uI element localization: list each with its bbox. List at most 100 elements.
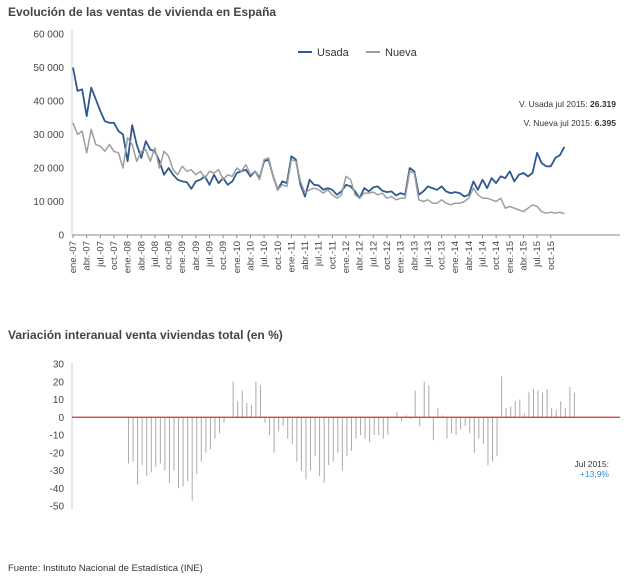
x-tick-label: abr.-07 bbox=[82, 241, 93, 271]
x-tick-label: ene.-12 bbox=[341, 241, 352, 273]
x-tick-label: abr.-09 bbox=[191, 241, 202, 271]
x-tick-label: ene.-13 bbox=[396, 241, 407, 273]
x-tick-label: jul.-10 bbox=[259, 241, 270, 268]
bar bbox=[200, 417, 202, 462]
bar bbox=[437, 408, 439, 418]
bar bbox=[191, 417, 193, 501]
x-tick-label: oct.-07 bbox=[109, 241, 120, 270]
bar bbox=[378, 417, 380, 435]
x-tick-label: ene.-09 bbox=[177, 241, 188, 273]
x-tick-label: ene.-14 bbox=[450, 241, 461, 273]
x-tick-label: abr.-14 bbox=[464, 241, 475, 271]
bar bbox=[146, 417, 148, 476]
x-tick-label: jul.-09 bbox=[205, 241, 216, 268]
bar bbox=[337, 417, 339, 453]
bar bbox=[319, 417, 321, 476]
bar bbox=[369, 417, 371, 443]
bar bbox=[537, 390, 539, 418]
bar bbox=[205, 417, 207, 453]
bar bbox=[482, 417, 484, 444]
bar bbox=[291, 417, 293, 444]
bar bbox=[569, 387, 571, 418]
source-note: Fuente: Instituto Nacional de Estadístic… bbox=[8, 563, 203, 574]
bar bbox=[187, 417, 189, 482]
bar bbox=[505, 408, 507, 418]
bar bbox=[414, 390, 416, 418]
y-tick-label-2: 30 bbox=[53, 360, 65, 371]
bar bbox=[496, 417, 498, 457]
chart1-sales-evolution: 0 10 000 20 000 30 000 40 000 50 000 60 000 ene… bbox=[33, 30, 620, 273]
bar bbox=[551, 408, 553, 418]
bar bbox=[573, 392, 575, 418]
chart2-title: Variación interanual venta viviendas tot… bbox=[8, 328, 283, 342]
y-tick-label: 40 000 bbox=[33, 97, 64, 108]
bar bbox=[360, 417, 362, 435]
bar bbox=[341, 417, 343, 471]
x-tick-label: oct.-15 bbox=[546, 241, 557, 270]
legend-label: Usada bbox=[317, 47, 350, 59]
bar bbox=[178, 417, 180, 489]
x-tick-label: ene.-07 bbox=[68, 241, 79, 273]
bar bbox=[168, 417, 170, 483]
bar bbox=[237, 401, 239, 418]
y-tick-label: 30 000 bbox=[33, 130, 64, 141]
bar bbox=[419, 417, 421, 427]
x-tick-label: oct.-08 bbox=[164, 241, 175, 270]
x-tick-label: abr.-13 bbox=[409, 241, 420, 271]
bar bbox=[155, 417, 157, 467]
y-tick-label: 0 bbox=[58, 231, 64, 242]
x-tick-label: oct.-11 bbox=[327, 241, 338, 269]
bar bbox=[542, 392, 544, 418]
x-tick-label: ene.-08 bbox=[123, 241, 134, 273]
x-tick-label: jul.-14 bbox=[478, 241, 489, 268]
bar bbox=[523, 413, 525, 418]
bar bbox=[478, 417, 480, 439]
bar bbox=[282, 417, 284, 427]
bar bbox=[300, 417, 302, 471]
bar bbox=[469, 417, 471, 434]
chart1-title: Evolución de las ventas de vivienda en E… bbox=[8, 5, 277, 19]
bar bbox=[196, 417, 198, 475]
bar bbox=[428, 385, 430, 418]
bar bbox=[501, 376, 503, 418]
bar bbox=[441, 415, 443, 418]
x-tick-label: ene.-15 bbox=[505, 241, 516, 273]
bar bbox=[164, 417, 166, 471]
bar bbox=[364, 417, 366, 439]
bar bbox=[432, 417, 434, 441]
bar bbox=[396, 411, 398, 418]
bar bbox=[232, 381, 234, 418]
annotation-label: Jul 2015: bbox=[575, 459, 610, 469]
x-tick-label: oct.-13 bbox=[437, 241, 448, 270]
bar bbox=[214, 417, 216, 439]
bar bbox=[132, 417, 134, 462]
bar bbox=[451, 417, 453, 434]
y-tick-label-2: 10 bbox=[53, 395, 65, 406]
bar bbox=[264, 417, 266, 423]
annotation-usada: V. Usada jul 2015: 26.319 bbox=[519, 99, 616, 109]
x-tick-label: ene.-11 bbox=[286, 241, 297, 273]
bar bbox=[387, 417, 389, 435]
bar bbox=[287, 417, 289, 439]
bar bbox=[492, 417, 493, 462]
bar bbox=[259, 385, 261, 418]
bar bbox=[410, 417, 412, 420]
bar bbox=[159, 417, 161, 464]
bar bbox=[182, 417, 184, 487]
bar bbox=[255, 381, 257, 418]
bar bbox=[446, 417, 448, 439]
bar bbox=[323, 417, 325, 483]
y-tick-label-2: -20 bbox=[50, 448, 65, 459]
x-tick-label: jul.-12 bbox=[368, 241, 379, 268]
x-tick-label: abr.-11 bbox=[300, 241, 311, 270]
bar bbox=[305, 417, 307, 480]
bar bbox=[514, 401, 516, 418]
bar bbox=[382, 417, 384, 439]
x-tick-label: abr.-12 bbox=[355, 241, 366, 271]
x-tick-label: abr.-10 bbox=[245, 241, 256, 271]
bar bbox=[555, 410, 557, 418]
bar bbox=[519, 399, 521, 418]
y-tick-label: 60 000 bbox=[33, 30, 64, 41]
bar bbox=[223, 417, 225, 423]
y-tick-label-2: -10 bbox=[50, 431, 65, 442]
